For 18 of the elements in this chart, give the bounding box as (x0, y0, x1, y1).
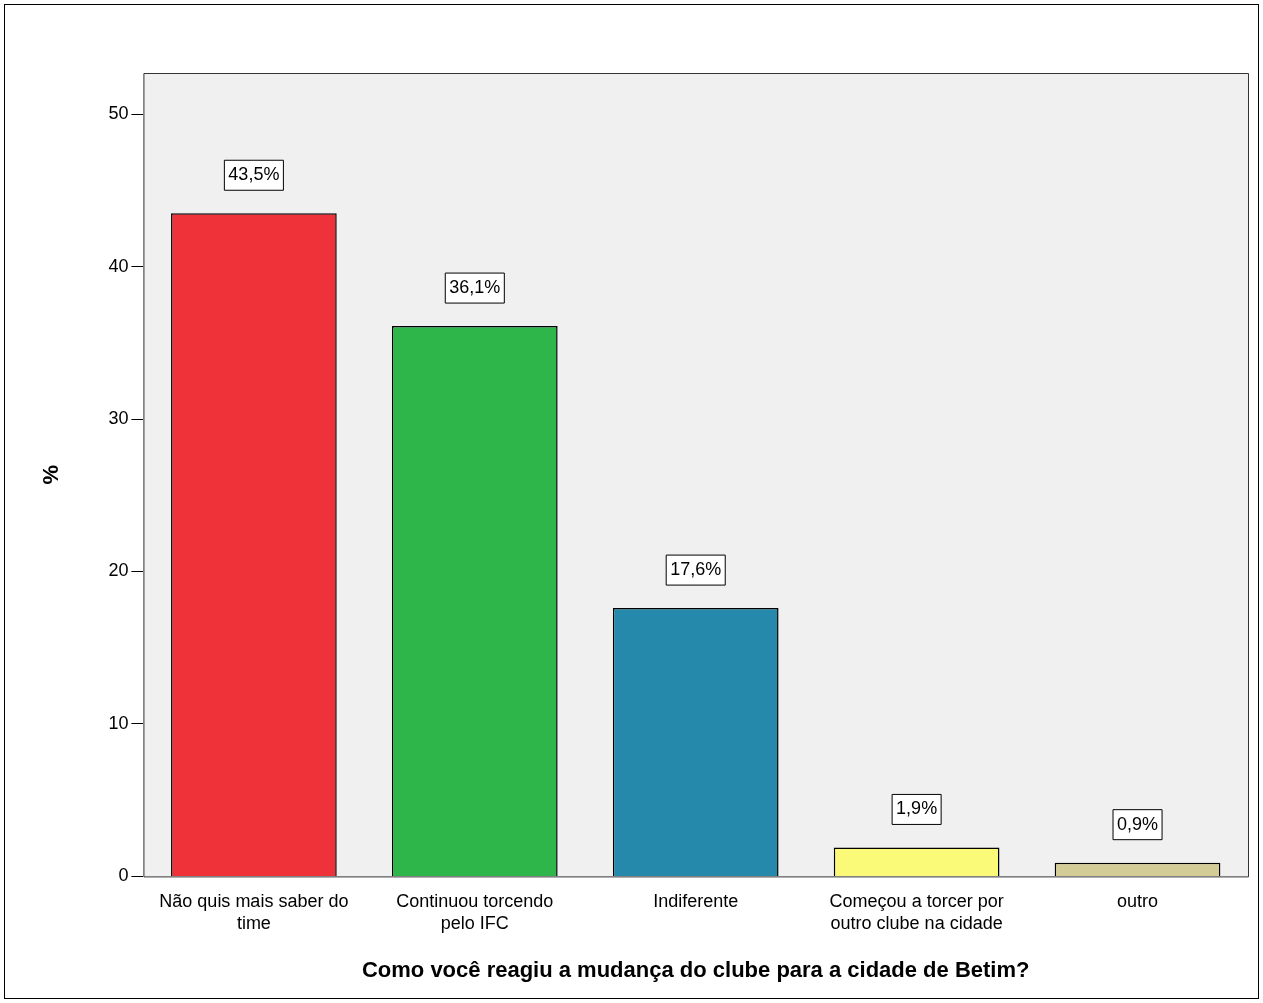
y-tick-label: 10 (108, 712, 129, 733)
y-axis-title: % (38, 464, 64, 485)
y-tick-label: 30 (108, 408, 129, 429)
y-tick-label: 50 (108, 103, 129, 124)
y-tick-label: 20 (108, 560, 129, 581)
data-label: 0,9% (1117, 813, 1159, 834)
x-axis-title: Como você reagiu a mudança do clube para a cidade de Betim? (361, 956, 1030, 982)
data-label: 17,6% (670, 559, 722, 580)
data-label: 36,1% (449, 277, 501, 298)
y-tick-label: 0 (118, 865, 129, 886)
x-tick-label: Começou a torcer por outro clube na cidade (829, 891, 1004, 933)
x-tick-label: Continuou torcendo pelo IFC (396, 891, 554, 933)
x-tick-label: Não quis mais saber do time (159, 891, 349, 933)
x-tick-label: outro (1117, 891, 1159, 912)
data-label: 1,9% (896, 798, 938, 819)
x-tick-label: Indiferente (653, 891, 739, 912)
data-label: 43,5% (228, 164, 280, 185)
y-tick-label: 40 (108, 255, 129, 276)
